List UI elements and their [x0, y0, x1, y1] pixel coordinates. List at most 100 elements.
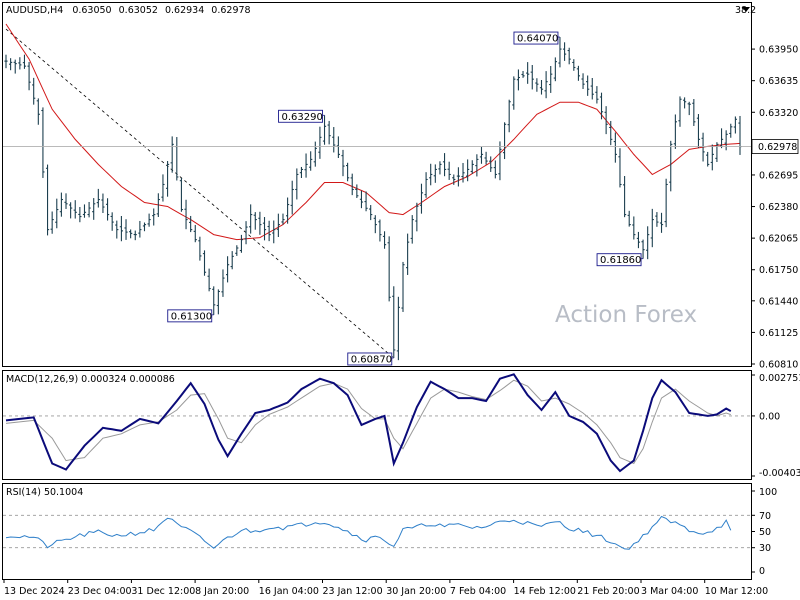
price-bar: [59, 192, 63, 217]
svg-text:0.64070: 0.64070: [517, 34, 558, 45]
price-annotation: 0.61300: [167, 309, 214, 322]
svg-text:0.61300: 0.61300: [171, 311, 212, 322]
price-bar: [493, 160, 497, 179]
price-bar: [212, 286, 216, 315]
price-bar: [22, 54, 27, 69]
price-bar: [456, 167, 461, 187]
macd-axis-label: 0.002751: [759, 373, 800, 384]
trendline: [5, 28, 395, 359]
price-bar: [604, 106, 608, 135]
price-bar: [659, 212, 664, 233]
rsi-axis-label: 70: [759, 511, 771, 522]
price-axis-label: 0.61750: [759, 265, 798, 276]
price-annotation: 0.60870: [347, 352, 394, 365]
time-axis-label: 16 Jan 04:00: [259, 586, 319, 597]
time-axis-label: 3 Mar 04:00: [641, 586, 698, 597]
svg-text:0.61860: 0.61860: [600, 255, 641, 266]
price-bar: [475, 154, 479, 177]
ohlc-open: 0.63050: [72, 5, 111, 16]
price-bar: [92, 198, 96, 220]
svg-text:0.63290: 0.63290: [282, 112, 323, 123]
price-bar: [327, 120, 331, 145]
price-bar: [346, 162, 350, 182]
macd-signal-line: [5, 379, 731, 465]
price-bar: [447, 161, 451, 180]
price-bar: [664, 178, 668, 228]
price-bar: [110, 212, 114, 231]
price-bar: [429, 163, 433, 186]
price-bar: [332, 127, 336, 153]
price-bar: [313, 141, 317, 167]
price-bar: [318, 126, 322, 159]
price-bar: [576, 65, 581, 81]
time-axis-label: 30 Jan 20:00: [386, 586, 446, 597]
price-bar: [184, 199, 188, 230]
symbol-label: AUDUSD,H4: [6, 5, 63, 16]
price-bar: [50, 211, 54, 234]
price-bar: [466, 159, 470, 182]
price-bar: [636, 231, 641, 249]
price-bar: [581, 73, 585, 90]
price-bar: [392, 286, 396, 358]
price-annotation: 0.63290: [278, 109, 325, 123]
price-bar: [244, 221, 248, 245]
price-bar: [544, 71, 548, 99]
price-bar: [147, 213, 151, 227]
price-bar: [87, 201, 91, 218]
price-bar: [216, 289, 220, 315]
price-bar: [249, 204, 253, 234]
price-bar: [683, 97, 687, 109]
price-bar: [133, 230, 137, 241]
price-bar: [45, 164, 50, 236]
price-bar: [96, 188, 100, 208]
price-bar: [410, 215, 414, 244]
price-axis-label: 0.60810: [759, 360, 798, 371]
price-bar: [479, 146, 484, 164]
price-bar: [590, 77, 594, 100]
price-bar: [272, 220, 276, 244]
collapse-arrow-icon[interactable]: [742, 7, 750, 12]
price-bar: [419, 183, 424, 214]
price-bar: [18, 57, 22, 70]
price-bar: [706, 151, 710, 167]
price-bar: [193, 224, 197, 243]
price-bar: [655, 212, 659, 227]
time-axis-label: 21 Feb 20:00: [577, 586, 639, 597]
price-bar: [138, 220, 142, 238]
price-bar: [710, 144, 714, 171]
price-bar: [64, 193, 68, 209]
rsi-axis-label: 0: [759, 566, 765, 577]
time-axis-label: 23 Dec 04:00: [68, 586, 132, 597]
price-bar: [230, 251, 234, 270]
price-bar: [105, 198, 110, 221]
price-bar: [567, 47, 571, 65]
time-axis-label: 10 Mar 12:00: [705, 586, 768, 597]
price-bar: [152, 208, 156, 226]
price-bar: [715, 142, 719, 162]
price-bar: [299, 166, 304, 179]
price-bar: [27, 62, 31, 91]
price-bar: [733, 116, 737, 134]
price-bar: [599, 92, 604, 120]
price-bar: [156, 193, 160, 218]
price-bar: [586, 75, 590, 96]
current-price-box: [751, 139, 799, 154]
price-bar: [516, 69, 521, 91]
price-bar: [179, 177, 184, 212]
time-axis-label: 31 Dec 12:00: [131, 586, 195, 597]
price-bar: [498, 141, 502, 181]
price-bar: [115, 220, 119, 239]
price-bar: [78, 206, 82, 223]
price-bar: [336, 136, 340, 159]
price-bar: [696, 114, 701, 148]
price-bar: [526, 62, 530, 84]
price-bar: [369, 205, 373, 221]
price-bar: [322, 115, 327, 145]
price-bar: [627, 210, 631, 227]
price-bar: [235, 245, 239, 256]
price-bar: [142, 222, 147, 232]
price-bar: [396, 296, 400, 361]
time-axis-label: 23 Jan 12:00: [323, 586, 383, 597]
price-bar: [55, 198, 59, 229]
price-bar: [484, 151, 488, 165]
